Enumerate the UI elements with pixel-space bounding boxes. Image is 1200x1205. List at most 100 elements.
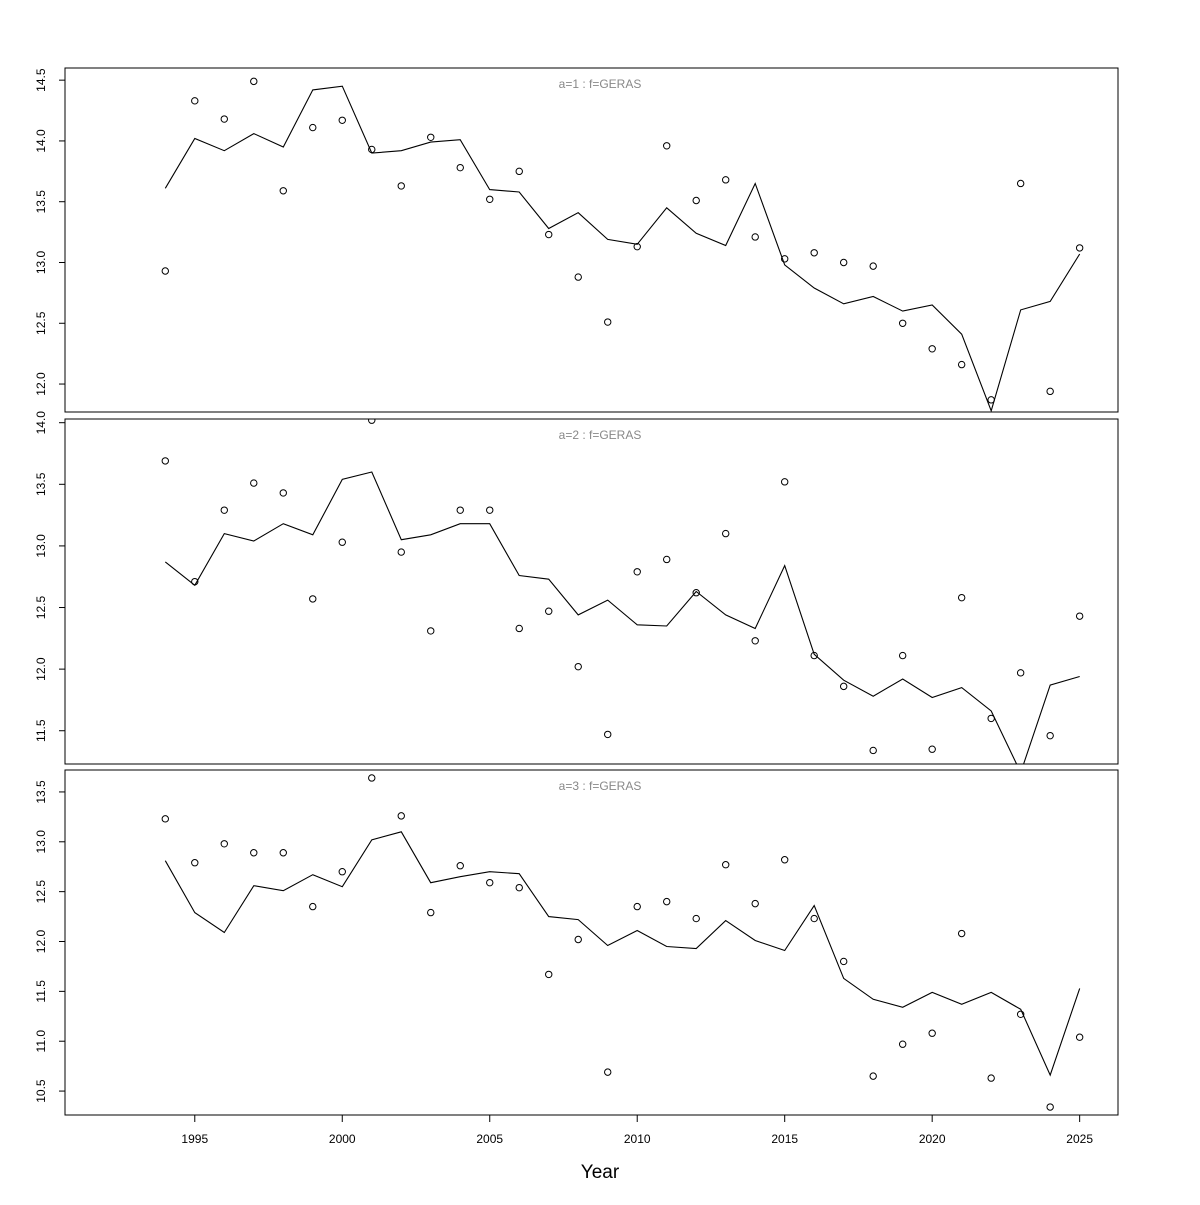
y-tick-label: 13.0 bbox=[34, 250, 48, 274]
observed-point bbox=[368, 774, 376, 782]
observed-point bbox=[309, 595, 317, 603]
observed-point bbox=[456, 862, 464, 870]
observed-point bbox=[309, 902, 317, 911]
observed-point bbox=[574, 935, 582, 944]
y-tick-label: 12.0 bbox=[34, 372, 48, 396]
observed-point bbox=[456, 506, 464, 514]
panel-title: a=1 : f=GERAS bbox=[559, 77, 642, 91]
observed-point bbox=[456, 163, 464, 172]
observed-point bbox=[722, 176, 730, 184]
observed-point bbox=[515, 167, 523, 176]
y-tick-label: 11.0 bbox=[34, 1030, 48, 1053]
observed-point bbox=[928, 345, 936, 353]
x-axis-title: Year bbox=[581, 1162, 620, 1183]
observed-point bbox=[751, 233, 759, 241]
x-tick-label: 2025 bbox=[1066, 1132, 1093, 1146]
panel-frame bbox=[64, 418, 1119, 765]
observed-point bbox=[427, 133, 435, 141]
x-tick-label: 2005 bbox=[476, 1132, 503, 1146]
y-tick-label: 14.0 bbox=[34, 411, 48, 435]
panel-data bbox=[161, 77, 1084, 412]
observed-point bbox=[663, 897, 671, 906]
panel-2: a=2 : f=GERAS 11.5 12.0 12.5 13.0 13.5 14.0 bbox=[34, 411, 1119, 765]
observed-point bbox=[161, 815, 169, 823]
observed-point bbox=[220, 506, 228, 514]
y-tick-label: 14.5 bbox=[34, 68, 48, 92]
observed-point bbox=[1075, 244, 1084, 252]
observed-point bbox=[1075, 612, 1084, 620]
observed-point bbox=[810, 914, 818, 923]
y-tick-label: 12.5 bbox=[34, 311, 48, 335]
observed-point bbox=[1046, 731, 1054, 740]
y-tick-label: 13.5 bbox=[34, 472, 48, 496]
y-tick-label: 14.0 bbox=[34, 129, 48, 153]
observed-point bbox=[810, 249, 818, 257]
observed-point bbox=[397, 812, 405, 820]
panel-frame bbox=[64, 769, 1119, 1116]
observed-point bbox=[604, 318, 612, 326]
y-tick-label: 12.0 bbox=[34, 657, 48, 681]
observed-point bbox=[987, 396, 995, 404]
observed-point bbox=[839, 957, 848, 966]
observed-point bbox=[869, 746, 877, 755]
observed-point bbox=[191, 859, 199, 867]
observed-point bbox=[1046, 1103, 1054, 1111]
y-tick-label: 10.5 bbox=[34, 1079, 48, 1103]
observed-point bbox=[427, 627, 435, 635]
observed-point bbox=[928, 745, 936, 753]
observed-point bbox=[338, 116, 346, 124]
observed-point bbox=[1016, 1010, 1025, 1018]
observed-point bbox=[898, 1040, 907, 1048]
panel-data bbox=[161, 419, 1084, 764]
observed-point bbox=[692, 589, 700, 597]
y-tick-label: 12.0 bbox=[34, 930, 48, 954]
observed-point bbox=[751, 637, 759, 645]
observed-point bbox=[338, 868, 346, 876]
y-tick-label: 11.5 bbox=[34, 980, 48, 1003]
observed-point bbox=[191, 97, 199, 105]
observed-point bbox=[220, 115, 228, 123]
observed-point bbox=[898, 319, 907, 327]
y-tick-label: 11.5 bbox=[34, 719, 48, 742]
observed-point bbox=[722, 861, 730, 869]
panel-frame bbox=[64, 67, 1119, 413]
observed-point bbox=[957, 593, 966, 602]
observed-point bbox=[279, 489, 287, 497]
y-tick-label: 13.5 bbox=[34, 780, 48, 804]
observed-point bbox=[957, 929, 966, 938]
observed-point bbox=[515, 624, 523, 633]
y-tick-label: 13.0 bbox=[34, 534, 48, 558]
observed-point bbox=[987, 1074, 995, 1082]
observed-point bbox=[161, 457, 169, 465]
observed-point bbox=[839, 258, 848, 267]
y-tick-label: 12.5 bbox=[34, 880, 48, 904]
observed-point bbox=[368, 419, 376, 424]
observed-point bbox=[338, 538, 346, 546]
observed-point bbox=[1046, 387, 1054, 396]
observed-point bbox=[397, 182, 405, 190]
observed-point bbox=[869, 1072, 877, 1080]
observed-point bbox=[692, 914, 700, 923]
observed-point bbox=[545, 607, 553, 615]
observed-point bbox=[515, 883, 523, 892]
observed-point bbox=[928, 1029, 936, 1037]
observed-point bbox=[1016, 669, 1025, 677]
observed-point bbox=[545, 970, 553, 979]
observed-point bbox=[1016, 179, 1025, 188]
fitted-line bbox=[164, 831, 1081, 1077]
observed-point bbox=[574, 273, 582, 281]
y-tick-label: 12.5 bbox=[34, 596, 48, 620]
observed-point bbox=[722, 529, 730, 538]
fitted-line bbox=[164, 471, 1080, 764]
observed-point bbox=[161, 267, 169, 275]
panel-title: a=3 : f=GERAS bbox=[559, 779, 642, 793]
observed-point bbox=[987, 714, 995, 723]
observed-point bbox=[368, 145, 376, 154]
observed-point bbox=[633, 902, 641, 911]
observed-point bbox=[427, 908, 435, 917]
observed-point bbox=[780, 255, 789, 263]
observed-point bbox=[309, 123, 317, 132]
panel-3: a=3 : f=GERAS 10.5 11.0 11.5 12.0 12.5 13.0 13.… bbox=[34, 769, 1119, 1116]
panel-data bbox=[161, 774, 1084, 1111]
